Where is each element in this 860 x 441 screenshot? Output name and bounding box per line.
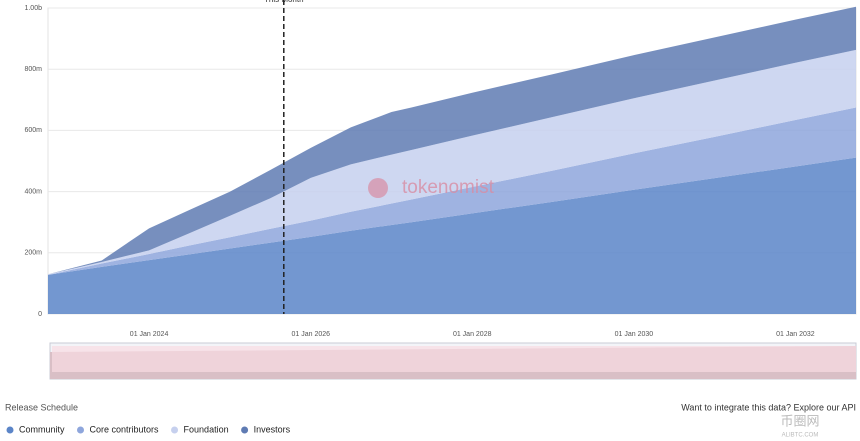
watermark: tokenomist: [402, 177, 495, 198]
area: [48, 107, 856, 275]
area: [48, 6, 856, 275]
y-tick-label: 800m: [24, 66, 42, 73]
legend-marker: [241, 426, 249, 434]
x-tick-label: 01 Jan 2028: [453, 331, 492, 338]
legend-label[interactable]: Foundation: [184, 424, 229, 434]
y-tick-label: 0: [38, 311, 42, 318]
area: [48, 49, 856, 275]
legend-label[interactable]: Investors: [254, 424, 291, 434]
x-tick-label: 01 Jan 2032: [776, 331, 815, 338]
x-tick-label: 01 Jan 2030: [615, 331, 654, 338]
api-link[interactable]: Want to integrate this data? Explore our…: [681, 402, 856, 412]
y-tick-label: 600m: [24, 127, 42, 134]
legend-label[interactable]: Core contributors: [90, 424, 160, 434]
y-tick-label: 200m: [24, 250, 42, 257]
legend-marker: [171, 426, 179, 434]
corner-watermark-sub: ALIBTC.COM: [782, 433, 819, 439]
y-tick-label: 1.00b: [24, 5, 42, 12]
navigator-selection[interactable]: [52, 346, 856, 372]
corner-watermark: 币圈网: [780, 413, 819, 428]
x-tick-label: 01 Jan 2026: [291, 331, 330, 338]
watermark-logo: [368, 178, 388, 198]
x-tick-label: 01 Jan 2024: [130, 331, 169, 338]
area: [48, 157, 856, 314]
legend-marker: [6, 426, 14, 434]
y-tick-label: 400m: [24, 188, 42, 195]
section-title: Release Schedule: [5, 402, 78, 412]
legend-marker: [77, 426, 85, 434]
annotation-label: This Month: [264, 0, 304, 4]
legend-label[interactable]: Community: [19, 424, 65, 434]
